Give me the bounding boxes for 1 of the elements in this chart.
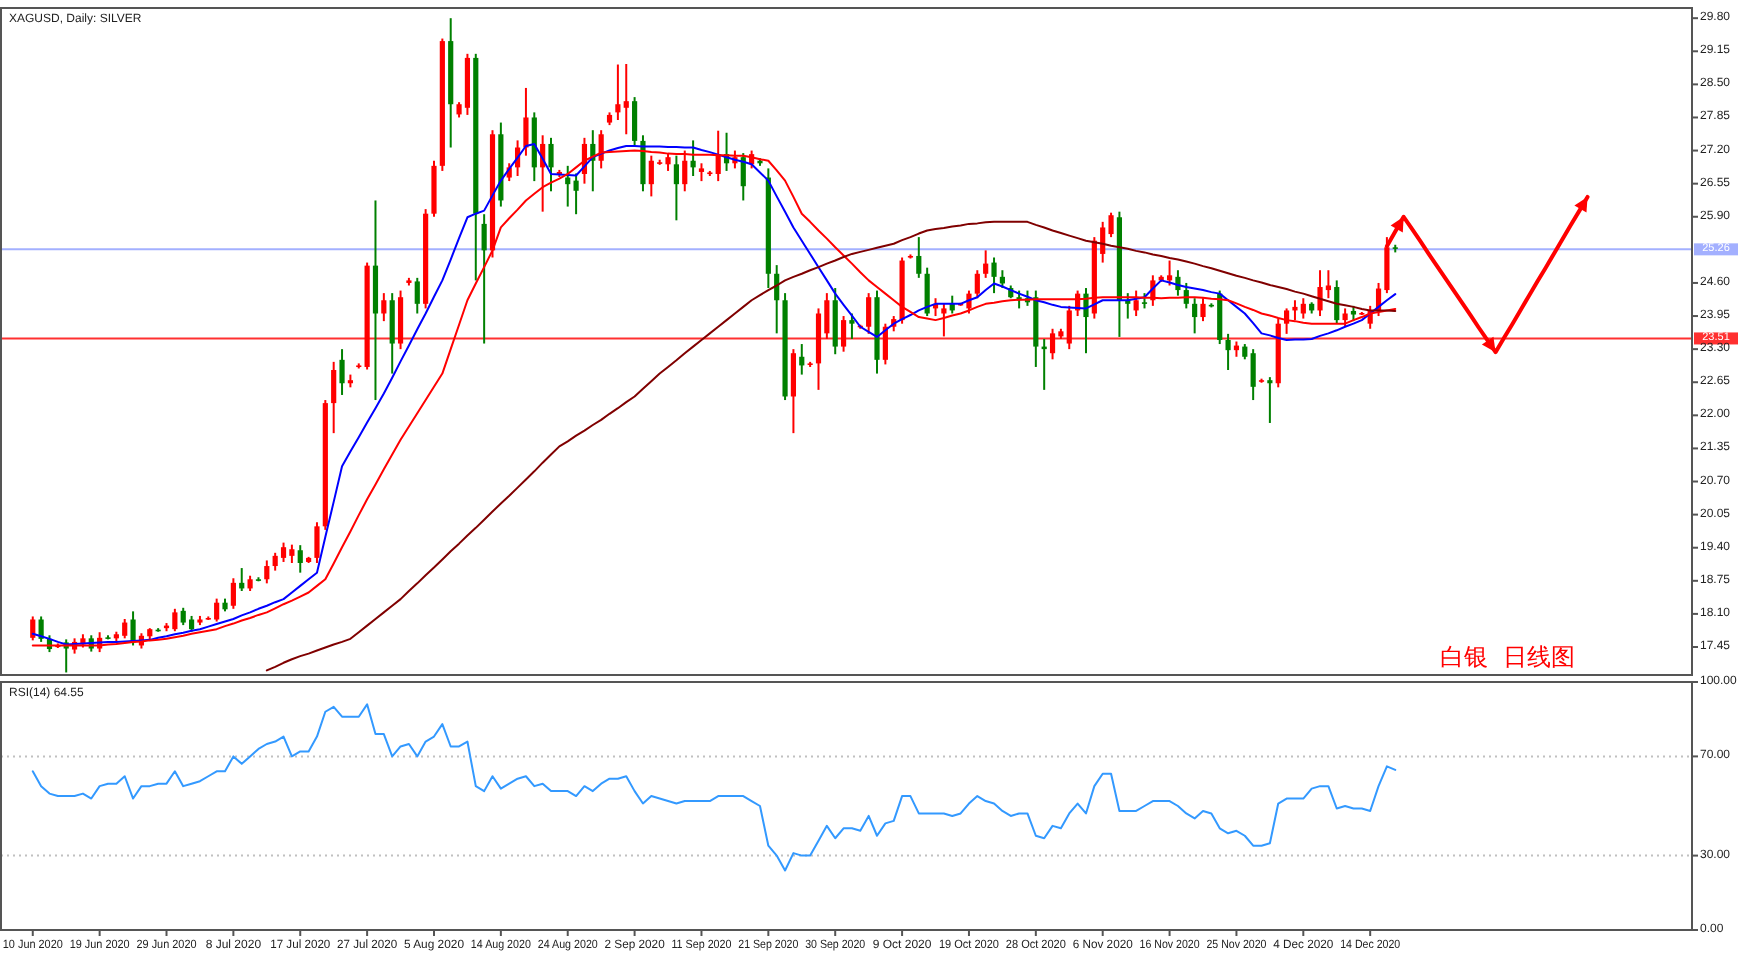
annotation: 白银 日线图 [1440, 643, 1576, 671]
